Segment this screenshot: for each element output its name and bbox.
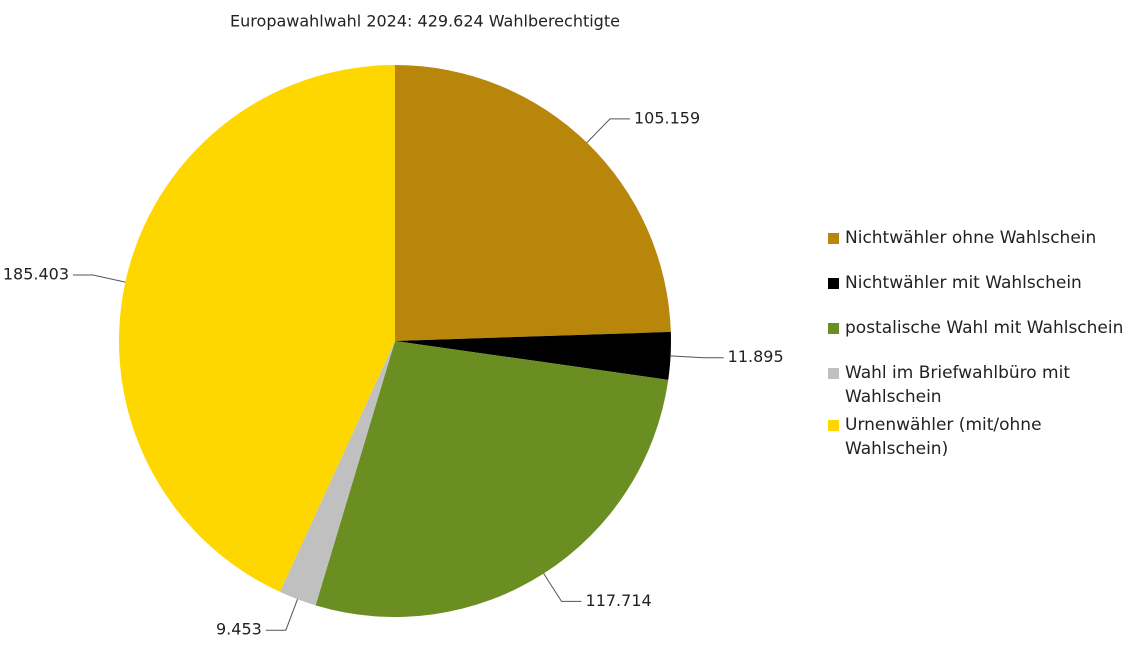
legend-swatch bbox=[828, 233, 839, 244]
data-label: 117.714 bbox=[586, 591, 652, 610]
legend-label: postalische Wahl mit Wahlschein bbox=[845, 318, 1124, 338]
legend-item: Urnenwähler (mit/ohne Wahlschein) bbox=[828, 413, 1128, 461]
legend-label: Nichtwähler ohne Wahlschein bbox=[845, 228, 1097, 248]
chart-title: Europawahlwahl 2024: 429.624 Wahlberecht… bbox=[230, 12, 620, 31]
legend-swatch bbox=[828, 420, 839, 431]
legend-swatch bbox=[828, 368, 839, 379]
pie-slice bbox=[315, 341, 669, 617]
legend: Nichtwähler ohne Wahlschein Nichtwähler m… bbox=[828, 226, 1128, 465]
legend-item: Nichtwähler mit Wahlschein bbox=[828, 271, 1128, 295]
leader-line bbox=[670, 355, 724, 359]
leader-line bbox=[586, 118, 630, 144]
pie-slice bbox=[119, 65, 396, 592]
legend-label: Urnenwähler (mit/ohne Wahlschein) bbox=[845, 415, 1042, 459]
leader-line bbox=[265, 599, 298, 631]
data-label: 185.403 bbox=[3, 265, 69, 284]
pie-slice bbox=[279, 341, 395, 606]
legend-swatch bbox=[828, 323, 839, 334]
data-label: 9.453 bbox=[216, 620, 262, 639]
pie-slice bbox=[395, 331, 671, 380]
legend-label: Nichtwähler mit Wahlschein bbox=[845, 273, 1082, 293]
data-label: 11.895 bbox=[728, 347, 784, 366]
leader-line bbox=[543, 573, 582, 602]
pie-slice bbox=[395, 65, 671, 341]
legend-item: Nichtwähler ohne Wahlschein bbox=[828, 226, 1128, 250]
legend-item: postalische Wahl mit Wahlschein bbox=[828, 316, 1128, 340]
data-label: 105.159 bbox=[634, 108, 700, 127]
legend-swatch bbox=[828, 278, 839, 289]
leader-line bbox=[73, 274, 126, 283]
legend-label: Wahl im Briefwahlbüro mit Wahlschein bbox=[845, 363, 1071, 407]
legend-item: Wahl im Briefwahlbüro mit Wahlschein bbox=[828, 361, 1128, 409]
